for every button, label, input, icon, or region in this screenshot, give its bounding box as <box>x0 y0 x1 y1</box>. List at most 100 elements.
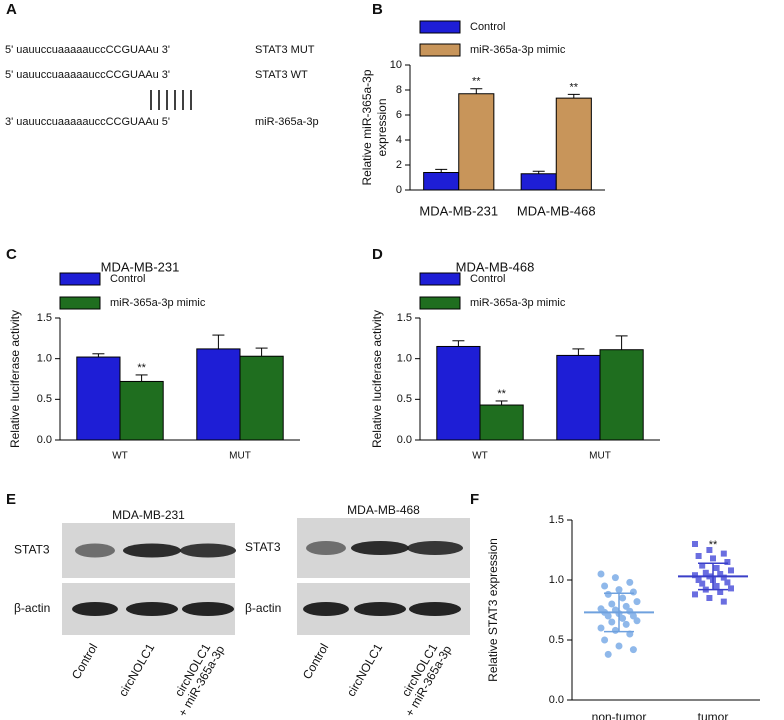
point <box>597 624 605 632</box>
point <box>692 591 698 598</box>
legend-label: miR-365a-3p mimic <box>470 297 566 309</box>
chart-title: MDA-MB-231 <box>101 259 180 274</box>
point <box>713 565 720 571</box>
blot-row-label: STAT3 <box>245 540 281 554</box>
panel-label: A <box>6 1 17 18</box>
lane-label: Control <box>300 641 331 682</box>
blot-row-label: β-actin <box>245 601 281 615</box>
point <box>597 570 605 578</box>
blot-band <box>72 602 118 616</box>
y-tick-label: 1.5 <box>549 514 564 526</box>
blot-band <box>180 543 236 558</box>
sequence: 3' uauuccuaaaaauccCCGUAAu 5' <box>5 116 170 128</box>
point <box>629 612 637 620</box>
point <box>601 582 609 590</box>
point <box>699 580 706 587</box>
bar <box>479 404 524 441</box>
blot-band <box>123 543 181 558</box>
point <box>717 589 724 595</box>
point <box>706 547 713 553</box>
sequence-label: STAT3 WT <box>255 69 308 81</box>
legend-swatch <box>419 296 461 310</box>
legend-swatch <box>59 272 101 286</box>
significance: ** <box>137 362 146 374</box>
bar <box>555 97 592 191</box>
point <box>611 574 619 582</box>
point <box>695 577 702 583</box>
y-tick-label: 1.0 <box>37 353 52 365</box>
y-axis-label: Relative miR-365a-3p <box>360 69 374 185</box>
y-tick-label: 6 <box>396 109 402 121</box>
blot-band <box>409 602 461 616</box>
lane-label: circNOLC1 <box>344 641 386 699</box>
chart-title: MDA-MB-468 <box>456 259 535 274</box>
lane-label: Control <box>69 641 100 682</box>
point <box>629 588 637 596</box>
y-axis-label: expression <box>375 98 389 156</box>
y-tick-label: 10 <box>390 59 402 71</box>
point <box>699 562 706 569</box>
significance: ** <box>472 76 481 88</box>
blot-band <box>354 602 406 616</box>
legend-swatch <box>419 20 461 34</box>
bar <box>458 93 495 191</box>
point <box>626 578 634 586</box>
point <box>611 626 619 634</box>
point <box>717 571 724 577</box>
y-tick-label: 8 <box>396 84 402 96</box>
y-axis-label: Relative luciferase activity <box>370 310 384 448</box>
bar <box>423 172 460 191</box>
significance: ** <box>497 388 506 400</box>
x-tick-label: WT <box>472 451 488 462</box>
point <box>608 618 616 626</box>
x-tick-label: MUT <box>589 451 611 462</box>
blot-band <box>407 541 463 555</box>
point <box>604 650 612 658</box>
blot-band <box>75 543 115 558</box>
x-tick-label: MDA-MB-231 <box>419 203 498 218</box>
blot-row-label: STAT3 <box>14 543 50 557</box>
point <box>720 598 727 605</box>
blot-row-label: β-actin <box>14 601 50 615</box>
legend-swatch <box>419 43 461 57</box>
panel-label: F <box>470 491 479 508</box>
bar <box>239 355 284 441</box>
point <box>724 579 731 586</box>
x-tick-label: MUT <box>229 451 251 462</box>
blot-band <box>303 602 349 616</box>
x-tick-label: WT <box>112 451 128 462</box>
sequence-label: STAT3 MUT <box>255 44 315 56</box>
lane-label: circNOLC1 <box>116 641 158 699</box>
y-tick-label: 0.5 <box>397 393 412 405</box>
point <box>615 586 623 594</box>
significance: ** <box>709 539 718 551</box>
point <box>724 559 731 565</box>
point <box>604 590 612 598</box>
point <box>692 541 698 547</box>
point <box>706 595 713 601</box>
y-tick-label: 1.5 <box>397 312 412 324</box>
y-tick-label: 1.5 <box>37 312 52 324</box>
point <box>713 583 720 589</box>
point <box>629 646 637 654</box>
point <box>633 598 641 606</box>
point <box>601 636 609 644</box>
y-tick-label: 4 <box>396 134 402 146</box>
bar <box>196 348 241 441</box>
legend-label: Control <box>110 273 145 285</box>
blot-band <box>351 541 409 555</box>
point <box>615 642 623 650</box>
panel-label: C <box>6 246 17 263</box>
x-tick-label: MDA-MB-468 <box>517 203 596 218</box>
y-tick-label: 1.0 <box>549 574 564 586</box>
point <box>720 574 727 581</box>
point <box>608 600 616 608</box>
legend-swatch <box>419 272 461 286</box>
bar <box>599 349 644 441</box>
significance: ** <box>570 81 579 93</box>
sequence: 5' uauuccuaaaaauccCCGUAAu 3' <box>5 69 170 81</box>
x-tick-label: non-tumor <box>592 710 647 720</box>
legend-label: Control <box>470 273 505 285</box>
bar <box>76 356 121 441</box>
blot-band <box>182 602 234 616</box>
